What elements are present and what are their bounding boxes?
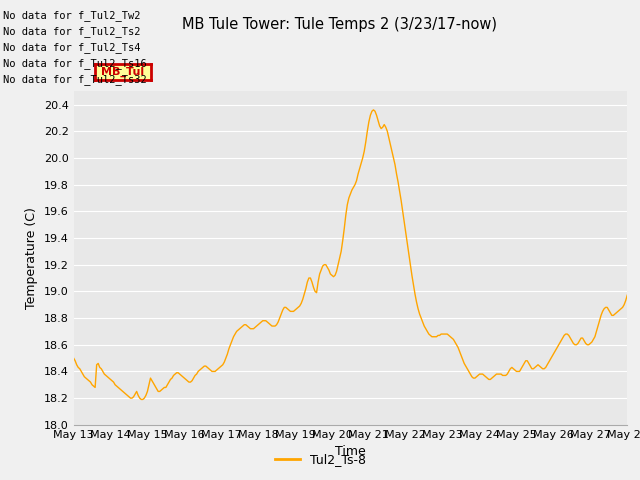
Text: No data for f_Tul2_Ts32: No data for f_Tul2_Ts32 <box>3 74 147 85</box>
Text: No data for f_Tul2_Ts2: No data for f_Tul2_Ts2 <box>3 26 141 37</box>
Legend: Tul2_Ts-8: Tul2_Ts-8 <box>269 448 371 471</box>
Text: No data for f_Tul2_Ts16: No data for f_Tul2_Ts16 <box>3 58 147 69</box>
X-axis label: Time: Time <box>335 445 366 458</box>
Y-axis label: Temperature (C): Temperature (C) <box>26 207 38 309</box>
Text: No data for f_Tul2_Tw2: No data for f_Tul2_Tw2 <box>3 11 141 22</box>
Text: No data for f_Tul2_Ts4: No data for f_Tul2_Ts4 <box>3 42 141 53</box>
Text: MB_Tul: MB_Tul <box>101 67 145 77</box>
Text: MB Tule Tower: Tule Temps 2 (3/23/17-now): MB Tule Tower: Tule Temps 2 (3/23/17-now… <box>182 17 497 32</box>
